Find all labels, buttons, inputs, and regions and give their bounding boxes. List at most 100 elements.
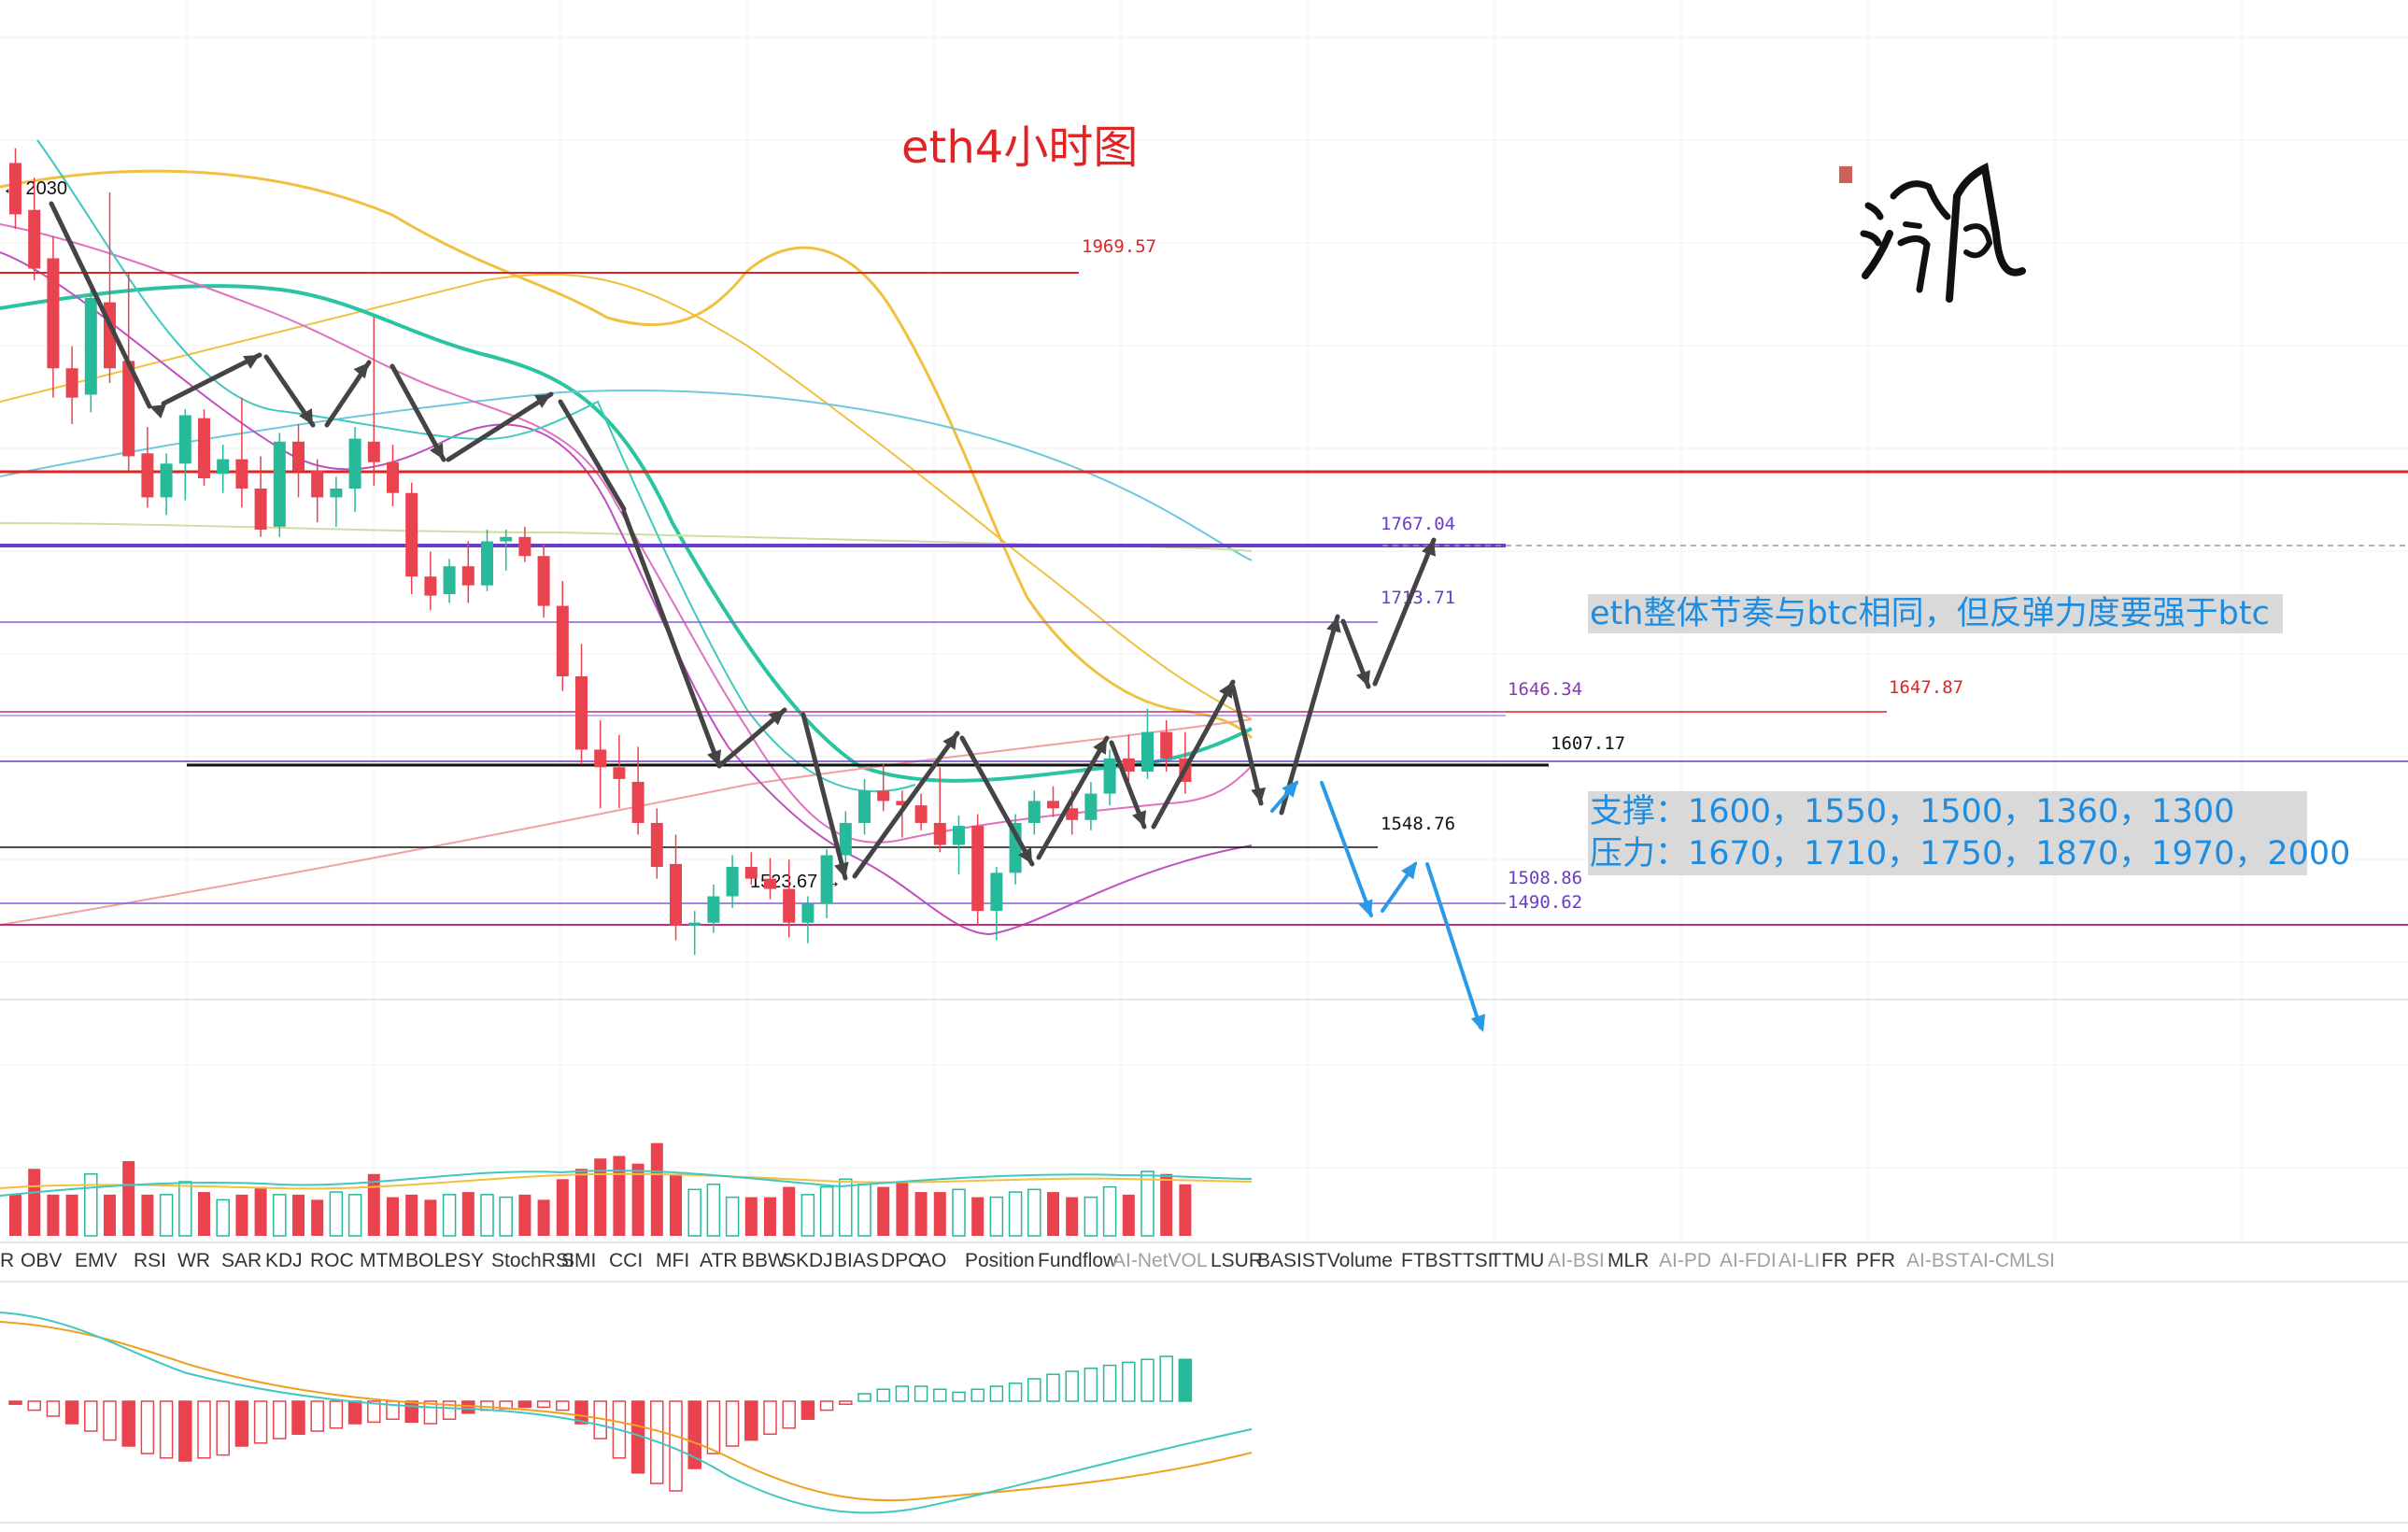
indicator-tab[interactable]: ROC xyxy=(310,1250,354,1271)
candle xyxy=(500,529,513,571)
indicator-tab[interactable]: RSI xyxy=(134,1250,167,1271)
candle xyxy=(820,849,833,919)
candle xyxy=(235,397,248,508)
indicator-tab[interactable]: SAR xyxy=(221,1250,262,1271)
indicator-tab[interactable]: R xyxy=(0,1250,15,1271)
candle xyxy=(764,858,776,900)
candle-body xyxy=(594,749,607,768)
candle xyxy=(858,778,871,835)
volume-bar xyxy=(613,1156,626,1236)
volume-bar xyxy=(405,1194,418,1236)
candle xyxy=(914,793,928,830)
volume-bar xyxy=(292,1194,305,1236)
candle-body xyxy=(877,790,890,801)
volume-bar xyxy=(141,1194,154,1236)
level-label: 1713.71 xyxy=(1381,588,1455,608)
indicator-tab[interactable]: AI-BST xyxy=(1906,1250,1970,1271)
arrowhead xyxy=(1251,787,1267,803)
candle xyxy=(311,459,324,523)
macd-bar xyxy=(669,1400,683,1492)
indicator-tab[interactable]: BASIS xyxy=(1257,1250,1315,1271)
macd-bar xyxy=(857,1393,871,1402)
indicator-tab[interactable]: EMV xyxy=(75,1250,118,1271)
candle xyxy=(744,852,758,885)
indicator-line xyxy=(0,718,1253,926)
volume-bar xyxy=(650,1142,663,1236)
indicator-tab[interactable]: PSY xyxy=(445,1250,485,1271)
indicator-tab[interactable]: BOLL xyxy=(405,1250,456,1271)
indicator-tab[interactable]: MLR xyxy=(1608,1250,1650,1271)
volume-bar xyxy=(1160,1173,1173,1236)
candle xyxy=(556,580,569,691)
indicator-tab[interactable]: DPO xyxy=(881,1250,924,1271)
arrowhead-shape xyxy=(1326,617,1341,633)
indicator-tab[interactable]: KDJ xyxy=(265,1250,303,1271)
macd-bar xyxy=(442,1400,457,1420)
indicator-tab[interactable]: AI-LI xyxy=(1778,1250,1820,1271)
candle-body xyxy=(953,826,965,845)
candle xyxy=(65,346,78,424)
volume-bar xyxy=(480,1194,494,1237)
volume-bar xyxy=(1102,1185,1117,1237)
volume-bar xyxy=(84,1173,98,1237)
indicator-tab[interactable]: BBW xyxy=(742,1250,786,1271)
indicator-tab[interactable]: AI-BSI xyxy=(1548,1250,1605,1271)
rhythm-note: eth整体节奏与btc相同，但反弹力度要强于btc xyxy=(1588,594,2283,633)
indicator-tab[interactable]: ATR xyxy=(700,1250,738,1271)
candle-body xyxy=(858,790,871,823)
volume-bar xyxy=(178,1181,192,1237)
candle-body xyxy=(367,441,380,462)
candle-body xyxy=(990,872,1003,912)
indicator-tab[interactable]: SKDJ xyxy=(783,1250,833,1271)
macd-bar xyxy=(895,1385,910,1402)
indicator-tab[interactable]: AI-FDI xyxy=(1720,1250,1777,1271)
arrow-segment xyxy=(390,363,446,462)
arrowhead-shape xyxy=(1018,847,1032,864)
candle-body xyxy=(47,258,60,369)
volume-bars xyxy=(0,1142,1253,1237)
indicator-tab[interactable]: FTBS xyxy=(1401,1250,1452,1271)
indicator-tab[interactable]: BIAS xyxy=(834,1250,879,1271)
indicator-tab[interactable]: TTSI xyxy=(1451,1250,1494,1271)
indicator-tab[interactable]: OBV xyxy=(21,1250,63,1271)
volume-bar xyxy=(1140,1170,1154,1237)
indicator-line xyxy=(0,284,1253,783)
indicator-tab[interactable]: AI-NetVOL xyxy=(1112,1250,1208,1271)
candle-body xyxy=(1141,731,1154,773)
indicator-tab[interactable]: AO xyxy=(918,1250,947,1271)
indicator-tab[interactable]: MFI xyxy=(656,1250,690,1271)
indicator-tab[interactable]: Fundflow xyxy=(1038,1250,1118,1271)
macd-bar xyxy=(1122,1361,1136,1402)
candle-body xyxy=(198,418,210,479)
candle xyxy=(254,456,267,537)
volume-bar xyxy=(952,1188,966,1237)
indicator-tab[interactable]: TTMU xyxy=(1490,1250,1545,1271)
indicator-tab[interactable]: AI-CMLSI xyxy=(1970,1250,2056,1271)
indicator-tab[interactable]: CCI xyxy=(609,1250,644,1271)
candle-body xyxy=(1027,801,1041,823)
candle-body xyxy=(178,415,191,464)
indicator-tab[interactable]: AI-PD xyxy=(1659,1250,1712,1271)
indicator-line xyxy=(0,169,1254,740)
candle-body xyxy=(424,576,437,596)
indicator-tab[interactable]: TVolume xyxy=(1315,1250,1393,1271)
arrowhead-shape xyxy=(1132,810,1147,827)
indicator-tab[interactable]: PFR xyxy=(1856,1250,1895,1271)
volume-ma xyxy=(0,1170,1253,1197)
volume-bar xyxy=(273,1194,287,1237)
indicator-tab[interactable]: Position xyxy=(965,1250,1035,1271)
volume-bar xyxy=(1008,1191,1023,1237)
candle xyxy=(990,867,1003,941)
indicator-tab[interactable]: WR xyxy=(177,1250,210,1271)
candle xyxy=(688,911,701,956)
candle xyxy=(160,453,173,516)
indicator-tab[interactable]: FR xyxy=(1821,1250,1848,1271)
indicator-tab[interactable]: MTM xyxy=(360,1250,404,1271)
indicator-tab[interactable]: StochRSI xyxy=(491,1250,574,1271)
arrowhead xyxy=(768,710,785,726)
indicator-tab[interactable]: SMI xyxy=(561,1250,597,1271)
indicator-tab[interactable]: LSUR xyxy=(1211,1250,1264,1271)
arrowhead xyxy=(353,362,369,379)
arrowhead-shape xyxy=(1282,780,1298,798)
